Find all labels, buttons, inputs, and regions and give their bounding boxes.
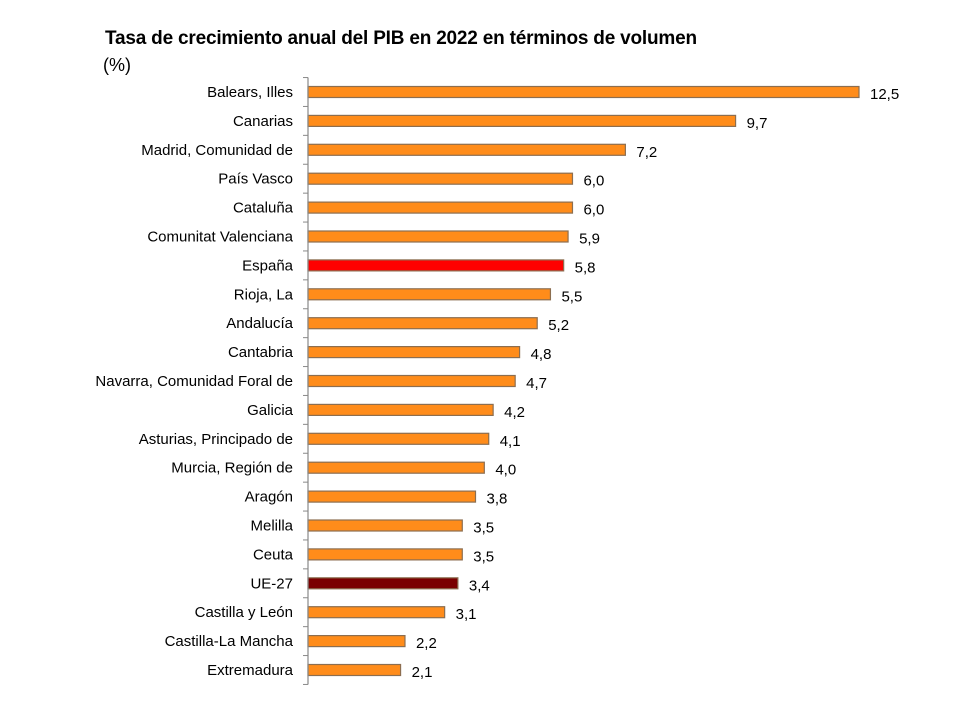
value-label: 6,0 (583, 202, 604, 219)
value-label: 5,5 (561, 288, 582, 305)
bar (307, 374, 516, 388)
bar (307, 230, 569, 243)
category-label: Canarias (233, 113, 293, 130)
category-label: Aragón (245, 489, 293, 506)
value-label: 2,2 (416, 635, 437, 652)
bar (307, 288, 552, 301)
bar (307, 317, 538, 330)
bar (307, 172, 574, 185)
value-label: 12,5 (870, 86, 899, 103)
category-label: UE-27 (250, 575, 293, 592)
value-label: 3,5 (473, 520, 494, 537)
category-label: Galicia (247, 402, 294, 419)
category-label: Asturias, Principado de (139, 431, 293, 448)
bar (307, 85, 860, 99)
category-label: Castilla y León (195, 604, 293, 621)
category-label: Ceuta (253, 546, 294, 563)
bar (307, 606, 446, 619)
category-label: España (242, 257, 294, 274)
category-label: Cataluña (233, 200, 294, 217)
bar (307, 346, 521, 359)
chart-title: Tasa de crecimiento anual del PIB en 202… (105, 28, 697, 49)
value-label: 5,8 (575, 259, 596, 276)
value-label: 7,2 (636, 144, 657, 161)
bar (307, 114, 737, 128)
bar (307, 519, 463, 532)
bar (307, 548, 463, 561)
category-label: Cantabria (228, 344, 294, 361)
bar (307, 201, 574, 214)
category-label: País Vasco (218, 171, 293, 188)
value-label: 5,2 (548, 317, 569, 334)
value-label: 3,1 (456, 606, 477, 623)
bar (307, 663, 402, 677)
category-label: Andalucía (226, 315, 293, 332)
bar (307, 143, 626, 156)
value-label: 4,8 (531, 346, 552, 363)
category-label: Rioja, La (234, 286, 294, 303)
category-label: Comunitat Valenciana (147, 229, 293, 246)
category-label: Madrid, Comunidad de (141, 142, 293, 159)
value-label: 3,4 (469, 577, 490, 594)
category-label: Navarra, Comunidad Foral de (95, 373, 293, 390)
bar (307, 577, 459, 590)
value-label: 4,1 (500, 433, 521, 450)
category-label: Castilla-La Mancha (165, 633, 294, 650)
category-label: Murcia, Región de (171, 460, 293, 477)
bar (307, 461, 485, 474)
value-label: 5,9 (579, 231, 600, 248)
value-label: 6,0 (583, 173, 604, 190)
value-label: 4,7 (526, 375, 547, 392)
bar (307, 432, 490, 445)
bar (307, 403, 494, 416)
bar (307, 634, 406, 648)
bar (307, 259, 565, 272)
chart-subtitle: (%) (103, 55, 131, 75)
value-label: 4,2 (504, 404, 525, 421)
value-label: 3,5 (473, 548, 494, 565)
category-label: Extremadura (207, 662, 294, 679)
category-label: Balears, Illes (207, 84, 293, 101)
value-label: 3,8 (487, 491, 508, 508)
value-label: 2,1 (412, 664, 433, 681)
value-label: 9,7 (747, 115, 768, 132)
bar (307, 490, 477, 503)
value-label: 4,0 (495, 462, 516, 479)
category-label: Melilla (250, 518, 293, 535)
